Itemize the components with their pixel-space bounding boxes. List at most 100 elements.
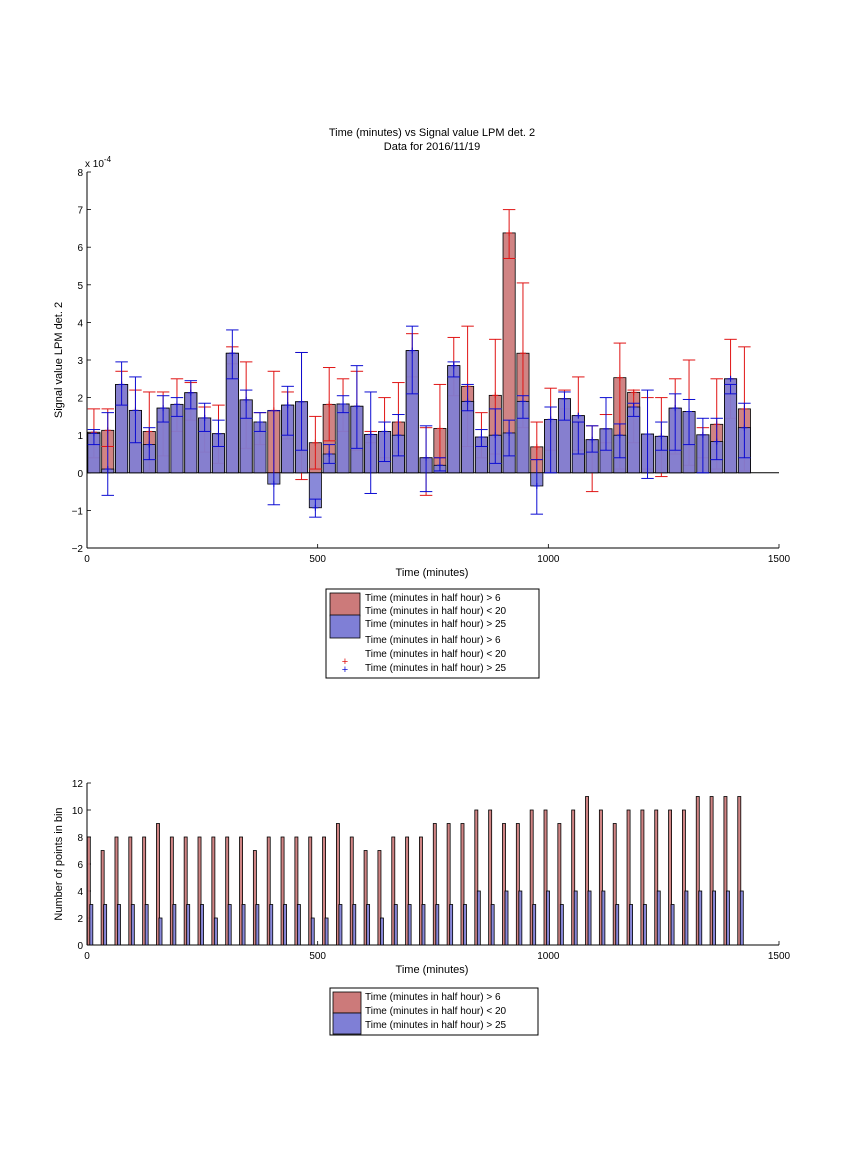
y-tick-label: −1 [72, 506, 84, 517]
bar [336, 403, 350, 474]
bar [335, 823, 340, 946]
x-tick-label: 500 [309, 554, 326, 565]
bar [114, 836, 119, 946]
legend-box [329, 987, 539, 1036]
legend-plus-red: + [342, 656, 348, 668]
bar [117, 904, 121, 946]
bar [668, 809, 673, 946]
legend: + + Time (minutes in half hour) > 6 Time… [325, 588, 540, 679]
bar [656, 890, 661, 946]
bar [460, 823, 465, 946]
bar [241, 904, 246, 946]
bar [156, 823, 160, 946]
count-chart: 0 2 4 6 8 10 12 0 500 1000 1500 Time (minutes) Num… [53, 779, 791, 1036]
legend-swatch-red [332, 991, 362, 1014]
legend-entry: Time (minutes in half hour) > 6 [365, 992, 501, 1003]
bar [557, 823, 562, 946]
bar [407, 904, 412, 946]
bar [612, 823, 617, 946]
bar [405, 836, 410, 946]
bar [266, 836, 271, 946]
y-tick-label: 3 [77, 356, 83, 367]
x-axis-label: Time (minutes) [396, 964, 469, 976]
y-tick-label: 12 [72, 779, 84, 790]
y-tick-label: −2 [72, 544, 84, 555]
legend-entry: Time (minutes in half hour) < 20 [365, 649, 507, 660]
bar [446, 823, 451, 946]
x-tick-label: 1500 [768, 951, 791, 962]
bar [380, 917, 384, 946]
bar [100, 850, 105, 946]
bar [447, 365, 461, 474]
legend-entry: Time (minutes in half hour) > 25 [365, 663, 507, 674]
bar [324, 917, 329, 946]
bar [310, 917, 315, 946]
bar [559, 904, 564, 946]
bar [629, 904, 633, 946]
y-tick-label: 10 [72, 806, 84, 817]
y-tick-label: 6 [77, 243, 83, 254]
chart-title: Time (minutes) vs Signal value LPM det. … [329, 127, 535, 139]
bar [490, 904, 495, 946]
bar [626, 809, 631, 946]
legend-entry: Time (minutes in half hour) > 25 [365, 619, 507, 630]
x-tick-label: 1000 [537, 554, 560, 565]
bar [142, 836, 147, 946]
signal-plot-area: −2 −1 0 1 2 3 4 5 6 7 8 0 500 1000 1500 [72, 168, 791, 565]
bar [585, 796, 589, 946]
bar [197, 836, 202, 946]
bar [515, 823, 520, 946]
bar [186, 904, 191, 946]
bar [698, 890, 703, 946]
bar [158, 917, 163, 946]
bar [280, 836, 285, 946]
bar [709, 796, 714, 946]
bar [200, 904, 204, 946]
bar [421, 904, 426, 946]
bar [352, 904, 357, 946]
bar [601, 890, 606, 946]
y-tick-label: 0 [77, 469, 83, 480]
bar [670, 904, 675, 946]
signal-chart: Time (minutes) vs Signal value LPM det. … [53, 127, 791, 679]
bar [252, 850, 257, 946]
bar [255, 904, 260, 946]
bar [726, 890, 730, 946]
bar [363, 850, 368, 946]
x-tick-label: 1000 [537, 951, 560, 962]
count-plot-area: 0 2 4 6 8 10 12 0 500 1000 1500 [72, 779, 791, 962]
bar [227, 904, 232, 946]
bar [529, 809, 534, 946]
bar [739, 890, 744, 946]
bar [349, 836, 354, 946]
bar [504, 890, 509, 946]
bar [338, 904, 343, 946]
legend-entry: Time (minutes in half hour) < 20 [365, 606, 507, 617]
bar [598, 809, 603, 946]
chart-subtitle: Data for 2016/11/19 [384, 141, 480, 153]
bar [225, 836, 230, 946]
bar [144, 904, 149, 946]
bar [488, 809, 493, 946]
y-tick-label: 8 [77, 168, 83, 179]
x-tick-label: 0 [84, 554, 90, 565]
bar [377, 850, 382, 946]
y-tick-label: 6 [77, 860, 83, 871]
bar [474, 809, 479, 946]
bar [419, 836, 423, 946]
legend-entry: Time (minutes in half hour) > 25 [365, 1020, 507, 1031]
bar [86, 836, 91, 946]
bar [640, 809, 645, 946]
bar [461, 400, 475, 474]
y-tick-label: 7 [77, 206, 83, 217]
bar [89, 904, 94, 946]
bar [695, 796, 700, 946]
bar [681, 809, 686, 946]
y-tick-label: 5 [77, 281, 83, 292]
y-tick-label: 8 [77, 833, 83, 844]
bar [269, 904, 274, 946]
x-tick-label: 1500 [768, 554, 791, 565]
bar [391, 836, 396, 946]
x-tick-label: 0 [84, 951, 90, 962]
bar [239, 836, 243, 946]
